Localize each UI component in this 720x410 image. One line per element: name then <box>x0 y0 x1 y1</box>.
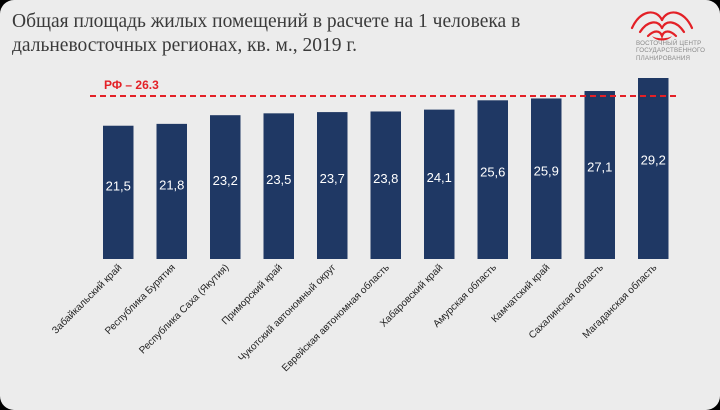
bar <box>424 109 455 260</box>
data-label: 21,5 <box>106 179 131 194</box>
reference-line-label: РФ – 26.3 <box>104 78 159 92</box>
bar <box>477 100 508 260</box>
lotus-flower-logo-icon <box>630 11 694 41</box>
bar <box>156 123 187 259</box>
title-line-1: Общая площадь жилых помещений в расчете … <box>12 11 521 32</box>
data-label: 21,8 <box>159 178 184 193</box>
category-label: Республика Саха (Якутия) <box>137 262 232 357</box>
logo-text: ВОСТОЧНЫЙ ЦЕНТР ГОСУДАРСТВЕННОГО ПЛАНИРО… <box>636 40 716 62</box>
data-label: 24,1 <box>427 170 452 185</box>
title-line-2: дальневосточных регионах, кв. м., 2019 г… <box>12 35 358 56</box>
data-label: 27,1 <box>587 160 612 175</box>
logo-text-line-1: ВОСТОЧНЫЙ ЦЕНТР <box>636 40 702 47</box>
bar <box>638 78 669 259</box>
bar <box>263 113 294 260</box>
category-label: Еврейская автономная область <box>279 262 391 374</box>
logo-text-line-2: ГОСУДАРСТВЕННОГО <box>636 47 706 55</box>
category-label: Чукотский автономный округ <box>237 262 339 364</box>
bar <box>531 98 562 260</box>
data-label: 23,2 <box>213 173 238 188</box>
data-label: 23,7 <box>320 171 345 186</box>
bar <box>210 115 241 260</box>
data-label: 25,6 <box>480 165 505 180</box>
data-label: 29,2 <box>641 152 666 167</box>
data-label: 23,8 <box>373 171 398 186</box>
category-label: Камчатский край <box>490 262 553 325</box>
bar <box>103 125 134 259</box>
bar <box>370 111 401 260</box>
bar <box>584 91 615 259</box>
bar <box>317 112 348 259</box>
logo-text-line-3: ПЛАНИРОВАНИЯ <box>636 54 691 62</box>
data-label: 25,9 <box>534 164 559 179</box>
chart-title: Общая площадь жилых помещений в расчете … <box>12 10 532 58</box>
data-label: 23,5 <box>266 172 291 187</box>
